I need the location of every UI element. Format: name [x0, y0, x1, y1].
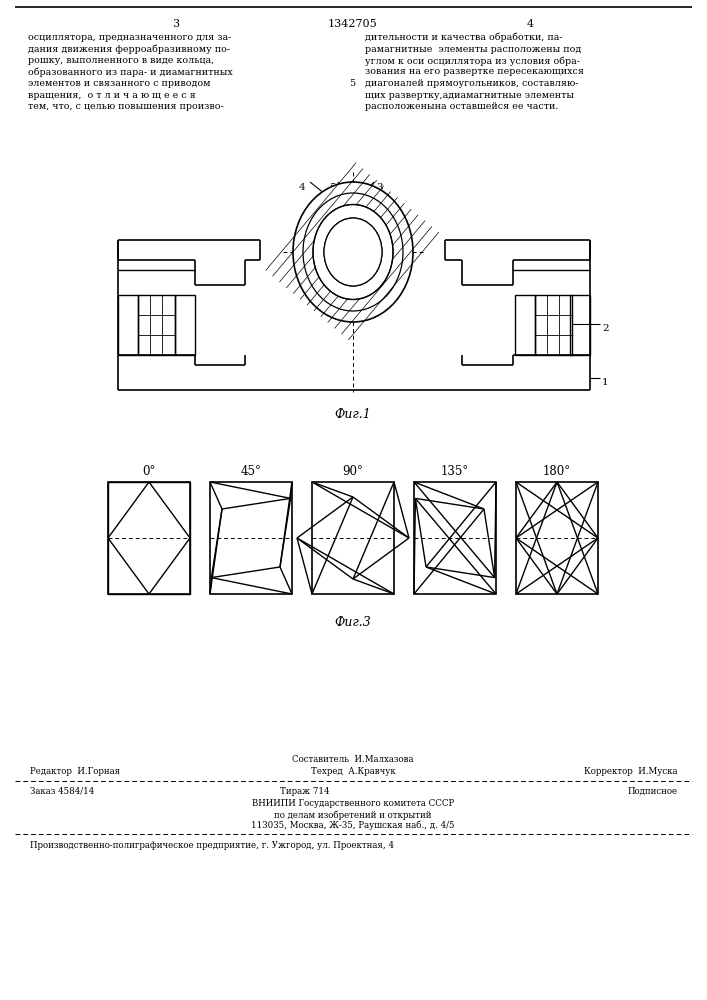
Bar [570, 295, 590, 355]
Text: 1: 1 [602, 378, 609, 387]
Bar [175, 295, 195, 355]
Text: рамагнитные  элементы расположены под: рамагнитные элементы расположены под [365, 44, 581, 53]
Text: зования на его развертке пересекающихся: зования на его развертке пересекающихся [365, 68, 584, 77]
Bar [312, 482, 394, 594]
Text: рошку, выполненного в виде кольца,: рошку, выполненного в виде кольца, [28, 56, 214, 65]
Text: Фиг.1: Фиг.1 [334, 408, 371, 421]
Text: по делам изобретений и открытий: по делам изобретений и открытий [274, 810, 432, 820]
Text: Техред  А.Кравчук: Техред А.Кравчук [310, 767, 395, 776]
Ellipse shape [324, 218, 382, 286]
Bar [516, 482, 598, 594]
Text: 4: 4 [298, 183, 305, 192]
Text: осциллятора, предназначенного для за-: осциллятора, предназначенного для за- [28, 33, 231, 42]
Text: 135°: 135° [441, 465, 469, 478]
Bar [210, 482, 292, 594]
Text: 113035, Москва, Ж-35, Раушская наб., д. 4/5: 113035, Москва, Ж-35, Раушская наб., д. … [251, 821, 455, 830]
Text: 5: 5 [349, 79, 355, 88]
Text: 8: 8 [357, 183, 363, 192]
Bar [138, 295, 175, 355]
Text: дания движения ферроабразивному по-: дания движения ферроабразивному по- [28, 44, 230, 54]
Ellipse shape [303, 193, 403, 311]
Text: тем, что, с целью повышения произво-: тем, что, с целью повышения произво- [28, 102, 223, 111]
Text: Корректор  И.Муска: Корректор И.Муска [585, 767, 678, 776]
Text: образованного из пара- и диамагнитных: образованного из пара- и диамагнитных [28, 68, 233, 77]
Ellipse shape [293, 182, 413, 322]
Text: диагоналей прямоугольников, составляю-: диагоналей прямоугольников, составляю- [365, 79, 578, 88]
Ellipse shape [313, 205, 393, 300]
Text: 2: 2 [602, 324, 609, 333]
Text: щих развертку,адиамагнитные элементы: щих развертку,адиамагнитные элементы [365, 91, 574, 100]
Text: расположенына оставшейся ее части.: расположенына оставшейся ее части. [365, 102, 559, 111]
Bar [515, 295, 535, 355]
Text: 3: 3 [173, 19, 180, 29]
Text: элементов и связанного с приводом: элементов и связанного с приводом [28, 79, 211, 88]
Ellipse shape [324, 218, 382, 286]
Text: Редактор  И.Горная: Редактор И.Горная [30, 767, 120, 776]
Text: 4: 4 [527, 19, 534, 29]
Text: Фиг.3: Фиг.3 [334, 616, 371, 629]
Bar [414, 482, 496, 594]
Text: 3: 3 [376, 183, 382, 192]
Text: 0°: 0° [142, 465, 156, 478]
Bar [535, 295, 572, 355]
Text: ВНИИПИ Государственного комитета СССР: ВНИИПИ Государственного комитета СССР [252, 799, 454, 808]
Text: 5: 5 [329, 183, 336, 192]
Text: Тираж 714: Тираж 714 [280, 787, 329, 796]
Text: Производственно-полиграфическое предприятие, г. Ужгород, ул. Проектная, 4: Производственно-полиграфическое предприя… [30, 841, 394, 850]
Text: 1342705: 1342705 [328, 19, 378, 29]
Bar [108, 482, 190, 594]
Text: 45°: 45° [240, 465, 262, 478]
Text: Подписное: Подписное [628, 787, 678, 796]
Text: Составитель  И.Малхазова: Составитель И.Малхазова [292, 755, 414, 764]
Bar [118, 295, 138, 355]
Text: дительности и качества обработки, па-: дительности и качества обработки, па- [365, 33, 563, 42]
Text: 180°: 180° [543, 465, 571, 478]
Text: Заказ 4584/14: Заказ 4584/14 [30, 787, 94, 796]
Text: 90°: 90° [343, 465, 363, 478]
Text: вращения,  о т л и ч а ю щ е е с я: вращения, о т л и ч а ю щ е е с я [28, 91, 196, 100]
Text: углом к оси осциллятора из условия обра-: углом к оси осциллятора из условия обра- [365, 56, 580, 66]
